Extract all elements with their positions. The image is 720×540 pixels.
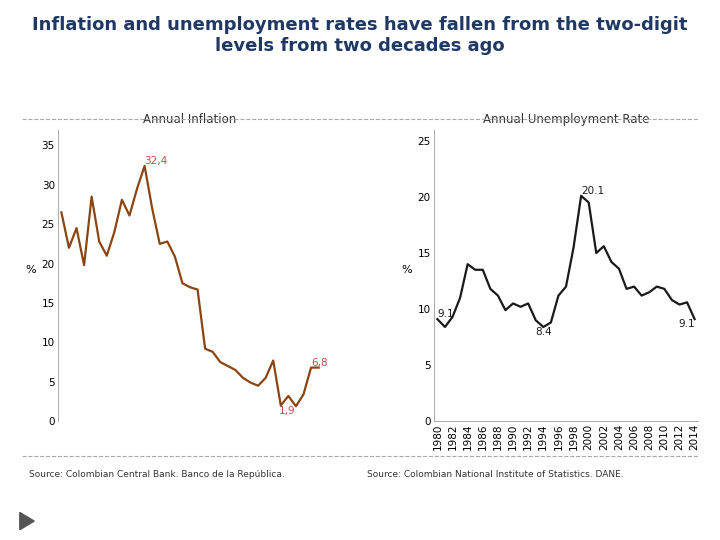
Text: 9.1: 9.1: [437, 309, 454, 319]
Text: Source: Colombian Central Bank. Banco de la República.: Source: Colombian Central Bank. Banco de…: [29, 470, 284, 479]
Y-axis label: %: %: [402, 265, 413, 275]
Y-axis label: %: %: [26, 265, 37, 275]
Text: 8.4: 8.4: [535, 327, 552, 337]
Polygon shape: [20, 512, 35, 530]
Title: Annual Unemployment Rate: Annual Unemployment Rate: [482, 113, 649, 126]
Title: Annual Inflation: Annual Inflation: [143, 113, 237, 126]
Text: 6,8: 6,8: [311, 357, 328, 368]
Text: 32,4: 32,4: [145, 156, 168, 166]
Text: 9.1: 9.1: [678, 319, 695, 329]
Text: Source: Colombian National Institute of Statistics. DANE.: Source: Colombian National Institute of …: [367, 470, 624, 479]
Text: 1,9: 1,9: [279, 406, 296, 416]
Text: Inflation and unemployment rates have fallen from the two-digit
levels from two : Inflation and unemployment rates have fa…: [32, 16, 688, 55]
Text: 20.1: 20.1: [581, 186, 604, 196]
